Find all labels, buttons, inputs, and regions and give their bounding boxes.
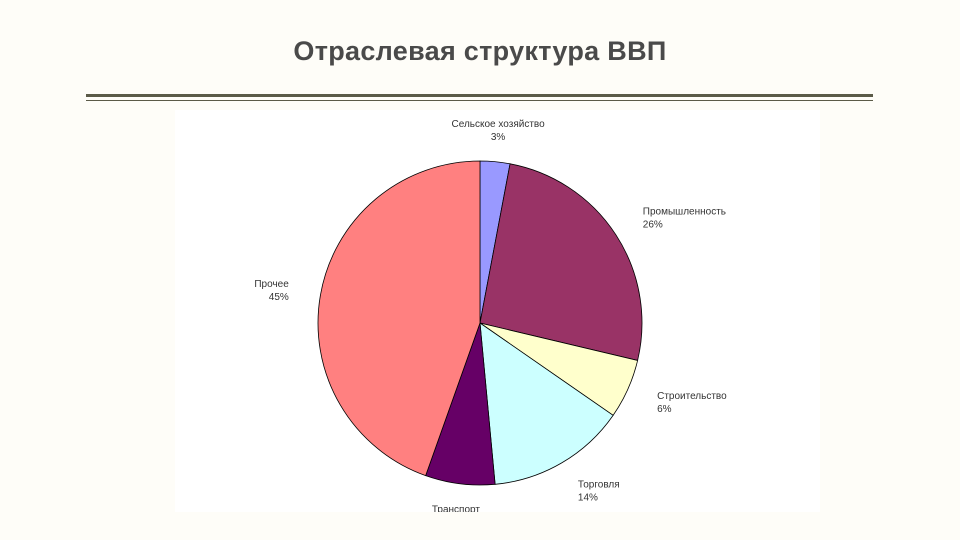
pie-slice-4 — [479, 322, 614, 485]
slice-label-value-1: 3% — [491, 132, 506, 143]
slice-label-value-4: 14% — [578, 493, 598, 504]
slice-label-name-2: Промышленность — [643, 206, 726, 217]
slice-label-name-5: Транспорт — [432, 505, 481, 513]
slice-label-name-4: Торговля — [578, 480, 620, 491]
pie-chart: Сельское хозяйство 3% Промышленность 26% Стр… — [254, 119, 727, 513]
slice-label-value-2: 26% — [643, 219, 663, 230]
pie-slice-6 — [317, 160, 481, 477]
title-divider-thin — [86, 100, 873, 101]
pie-slice-2 — [479, 163, 643, 361]
pie-chart-area: Сельское хозяйство 3% Промышленность 26% Стр… — [175, 110, 820, 512]
slice-label-name-6: Прочее — [254, 279, 289, 290]
slice-label-value-6: 45% — [269, 292, 289, 303]
slice-label-value-3: 6% — [657, 404, 672, 415]
slice-label-name-1: Сельское хозяйство — [452, 119, 546, 130]
slide-title: Отраслевая структура ВВП — [293, 36, 667, 66]
slice-label-name-3: Строительство — [657, 391, 727, 402]
title-divider-thick — [86, 94, 873, 97]
